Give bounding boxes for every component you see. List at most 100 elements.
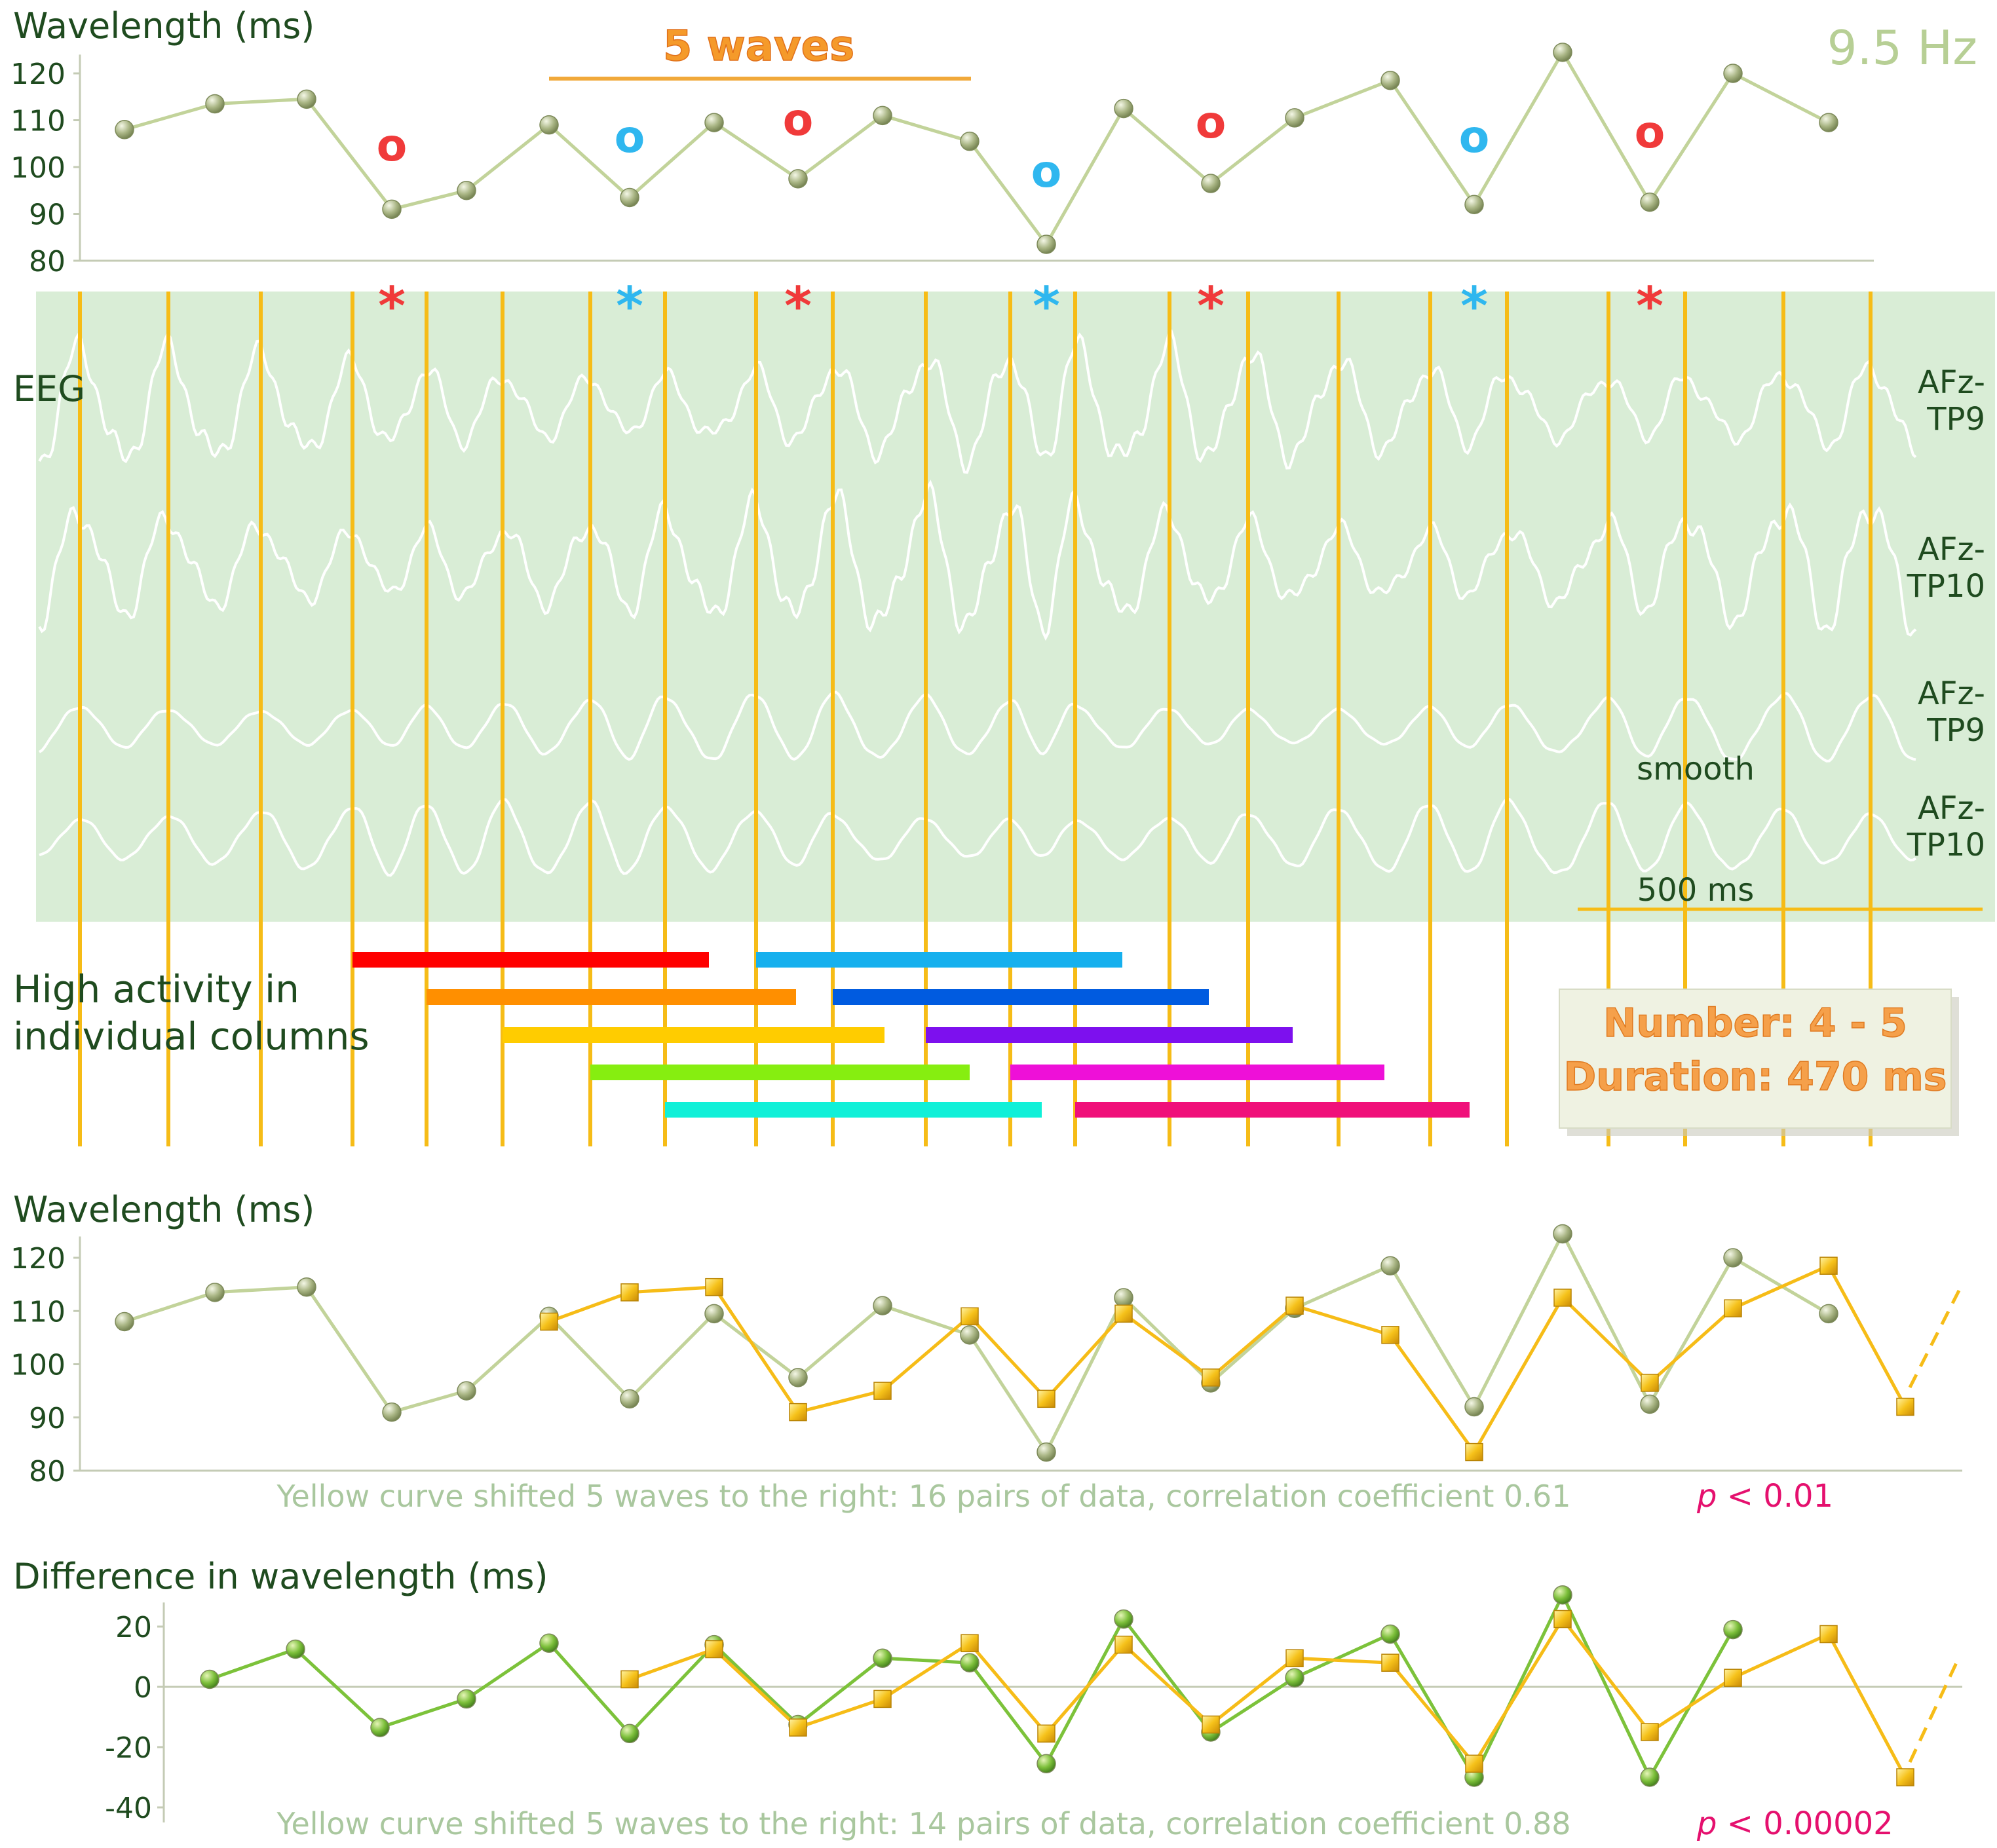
data-point xyxy=(873,105,892,126)
data-point xyxy=(1037,235,1056,254)
yellow-data-point xyxy=(1896,1397,1914,1416)
wave-star-marker: * xyxy=(378,276,406,337)
data-point xyxy=(1553,43,1572,62)
yellow-data-point xyxy=(1202,1368,1220,1387)
y-tick-label: 90 xyxy=(29,198,66,232)
wave-markers: o o o o o o o * * * * * * * xyxy=(377,94,1665,337)
y-tick-label: 20 xyxy=(115,1611,152,1644)
wave-star-marker: * xyxy=(784,276,812,337)
y-tick-label: 110 xyxy=(10,1295,66,1329)
yellow-data-point xyxy=(1465,1754,1483,1773)
green-data-point xyxy=(1114,1609,1133,1629)
activity-bar xyxy=(590,1065,970,1080)
yellow-data-point xyxy=(960,1307,979,1326)
green-data-point xyxy=(1285,1668,1304,1688)
yellow-data-point xyxy=(873,1689,892,1708)
activity-bar xyxy=(427,989,796,1005)
data-point xyxy=(620,187,639,208)
activity-label-line2: individual columns xyxy=(13,1014,370,1059)
wave-circle-marker: o xyxy=(783,94,814,146)
yellow-data-point xyxy=(1202,1715,1220,1734)
green-data-point xyxy=(1819,1304,1838,1324)
number-label: Number: 4 - 5 xyxy=(1603,1000,1907,1046)
activity-bar xyxy=(833,989,1209,1005)
wave-circle-marker: o xyxy=(1635,107,1665,159)
yellow-data-point xyxy=(1114,1635,1133,1654)
channel-label: AFz-TP10 xyxy=(1907,531,1985,605)
channel-label-line: TP9 xyxy=(1926,712,1985,749)
chart-mid: 80 90 100 110 120 xyxy=(10,1224,1962,1488)
green-data-point xyxy=(873,1296,892,1315)
data-point xyxy=(539,115,559,135)
wave-star-marker: * xyxy=(1033,276,1060,337)
green-data-point xyxy=(382,1402,402,1422)
green-data-point xyxy=(704,1304,724,1324)
green-data-point xyxy=(620,1724,639,1744)
green-data-point xyxy=(960,1325,979,1345)
activity-bar xyxy=(926,1027,1293,1043)
yellow-data-point xyxy=(1553,1610,1572,1629)
data-point xyxy=(1464,195,1484,214)
mid-p-rest: < 0.01 xyxy=(1717,1478,1833,1515)
activity-bar xyxy=(665,1102,1042,1118)
green-data-point xyxy=(1037,1442,1056,1462)
yellow-data-point xyxy=(1819,1625,1838,1644)
green-data-point xyxy=(115,1311,134,1332)
bot-chart-p-value: p < 0.00002 xyxy=(1696,1805,1893,1842)
yellow-data-point xyxy=(873,1382,892,1400)
y-tick-label: 80 xyxy=(29,1455,66,1488)
wave-circle-marker: o xyxy=(1031,146,1062,198)
yellow-data-point xyxy=(1641,1374,1659,1392)
yellow-data-point xyxy=(960,1634,979,1653)
y-tick-label: 120 xyxy=(10,1242,66,1275)
activity-label-line1: High activity in xyxy=(13,967,299,1011)
yellow-data-point xyxy=(789,1718,807,1737)
bot-p-rest: < 0.00002 xyxy=(1717,1805,1893,1842)
data-point xyxy=(1114,98,1133,119)
mid-chart-p-value: p < 0.01 xyxy=(1696,1478,1833,1515)
activity-bar xyxy=(756,952,1122,968)
green-data-point xyxy=(1640,1394,1660,1414)
data-point xyxy=(1380,70,1400,90)
yellow-data-point xyxy=(1641,1723,1659,1741)
yellow-data-point xyxy=(1724,1669,1742,1687)
yellow-data-point xyxy=(1553,1289,1572,1307)
green-data-point xyxy=(1464,1397,1484,1417)
frequency-label: 9.5 Hz xyxy=(1827,20,1977,75)
yellow-data-point xyxy=(620,1283,639,1302)
green-data-point xyxy=(205,1283,225,1302)
y-tick-label: -20 xyxy=(105,1731,152,1765)
chart-top: 80 90 100 110 120 xyxy=(10,43,1874,278)
summary-box xyxy=(1559,989,1952,1129)
green-data-point xyxy=(1114,1288,1133,1308)
yellow-data-point xyxy=(705,1640,723,1659)
channel-label-line: TP9 xyxy=(1926,401,1985,438)
green-data-point xyxy=(1723,1248,1743,1268)
bot-chart-caption: Yellow curve shifted 5 waves to the righ… xyxy=(276,1806,1570,1841)
smooth-label: smooth xyxy=(1637,751,1755,787)
wave-star-marker: * xyxy=(1460,276,1488,337)
yellow-data-point xyxy=(1285,1296,1304,1315)
mid-chart-caption: Yellow curve shifted 5 waves to the righ… xyxy=(276,1479,1570,1514)
bot-p-symbol: p xyxy=(1696,1805,1717,1842)
green-data-point xyxy=(457,1689,476,1709)
green-data-point xyxy=(1553,1585,1572,1605)
activity-bar xyxy=(1010,1065,1384,1080)
data-point xyxy=(788,169,808,189)
channel-label-line: AFz- xyxy=(1918,790,1985,827)
bot-chart-title: Difference in wavelength (ms) xyxy=(13,1556,548,1597)
activity-bar xyxy=(1075,1102,1470,1118)
scale-bar-label: 500 ms xyxy=(1637,872,1755,909)
data-point xyxy=(1640,192,1660,212)
green-data-point xyxy=(1723,1619,1743,1640)
yellow-data-point xyxy=(1381,1326,1399,1344)
wave-circle-marker: o xyxy=(1459,111,1490,163)
yellow-data-point xyxy=(1896,1768,1914,1786)
yellow-data-point xyxy=(1114,1304,1133,1323)
y-tick-label: -40 xyxy=(105,1792,152,1825)
channel-label-line: AFz- xyxy=(1918,531,1985,568)
yellow-data-point xyxy=(1381,1653,1399,1672)
duration-label: Duration: 470 ms xyxy=(1563,1054,1947,1100)
data-point xyxy=(1819,113,1838,132)
